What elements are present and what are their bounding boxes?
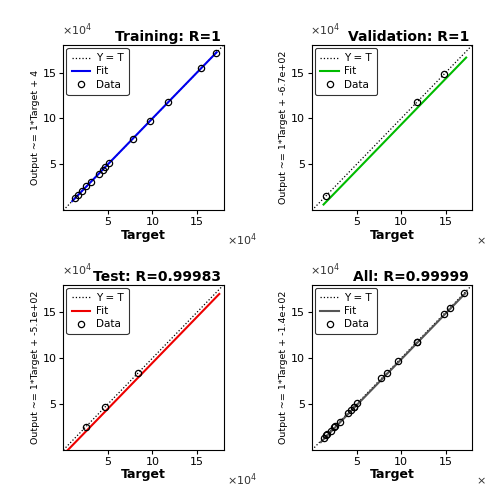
- Line: Data: Data: [82, 370, 141, 430]
- Data: [323, 192, 329, 198]
- Text: $\times 10^4$: $\times 10^4$: [62, 262, 92, 278]
- Line: Data: Data: [323, 72, 447, 198]
- Text: $\times 10^4$: $\times 10^4$: [62, 22, 92, 38]
- Data: [100, 167, 106, 173]
- Text: Test: R=0.99983: Test: R=0.99983: [93, 270, 221, 283]
- Text: $\times 10^4$: $\times 10^4$: [310, 22, 340, 38]
- Data: [79, 188, 85, 194]
- Data: [102, 164, 108, 170]
- Y-axis label: Output ~= 1*Target + -1.4e+02: Output ~= 1*Target + -1.4e+02: [279, 290, 288, 444]
- Data: [84, 184, 90, 190]
- Data: [414, 338, 420, 344]
- Data: [75, 192, 81, 198]
- Data: [384, 370, 390, 376]
- Text: $\times 10^4$: $\times 10^4$: [476, 232, 487, 248]
- Data: [414, 99, 420, 105]
- Legend: Y = T, Fit, Data: Y = T, Fit, Data: [66, 48, 129, 95]
- Data: [130, 136, 136, 141]
- Data: [96, 170, 102, 176]
- Data: [337, 418, 342, 424]
- Data: [83, 424, 89, 430]
- Y-axis label: Output ~= 1*Target + -6.7e+02: Output ~= 1*Target + -6.7e+02: [279, 51, 288, 204]
- Legend: Y = T, Fit, Data: Y = T, Fit, Data: [315, 288, 377, 335]
- Data: [414, 338, 420, 344]
- Data: [351, 404, 357, 410]
- Y-axis label: Output ~= 1*Target + -5.1e+02: Output ~= 1*Target + -5.1e+02: [31, 290, 39, 444]
- Text: Validation: R=1: Validation: R=1: [348, 30, 469, 44]
- Text: $\times 10^4$: $\times 10^4$: [476, 472, 487, 488]
- X-axis label: Target: Target: [121, 228, 166, 241]
- Data: [106, 160, 112, 166]
- Data: [213, 50, 219, 56]
- Data: [462, 290, 468, 296]
- Data: [348, 406, 354, 412]
- Data: [332, 423, 338, 429]
- Text: $\times 10^4$: $\times 10^4$: [227, 232, 257, 248]
- Data: [331, 424, 337, 430]
- X-axis label: Target: Target: [370, 228, 414, 241]
- Y-axis label: Output ~= 1*Target + 4: Output ~= 1*Target + 4: [31, 70, 39, 185]
- Data: [102, 404, 108, 410]
- Data: [88, 179, 94, 185]
- Text: All: R=0.99999: All: R=0.99999: [354, 270, 469, 283]
- Data: [345, 410, 351, 416]
- Data: [355, 400, 360, 406]
- Text: $\times 10^4$: $\times 10^4$: [310, 262, 340, 278]
- X-axis label: Target: Target: [121, 468, 166, 481]
- Data: [166, 99, 171, 105]
- Data: [447, 304, 453, 310]
- Data: [323, 432, 329, 438]
- Data: [320, 435, 326, 441]
- Data: [324, 432, 330, 438]
- Line: Data: Data: [72, 50, 219, 202]
- Data: [378, 376, 384, 382]
- Data: [395, 358, 401, 364]
- Data: [441, 72, 447, 78]
- Data: [147, 118, 153, 124]
- Data: [199, 65, 205, 71]
- Data: [135, 370, 141, 376]
- Line: Data: Data: [320, 290, 468, 441]
- Data: [351, 404, 357, 410]
- Legend: Y = T, Fit, Data: Y = T, Fit, Data: [315, 48, 377, 95]
- Data: [441, 311, 447, 317]
- X-axis label: Target: Target: [370, 468, 414, 481]
- Text: Training: R=1: Training: R=1: [114, 30, 221, 44]
- Legend: Y = T, Fit, Data: Y = T, Fit, Data: [66, 288, 129, 335]
- Text: $\times 10^4$: $\times 10^4$: [227, 472, 257, 488]
- Data: [72, 196, 78, 202]
- Data: [328, 428, 334, 434]
